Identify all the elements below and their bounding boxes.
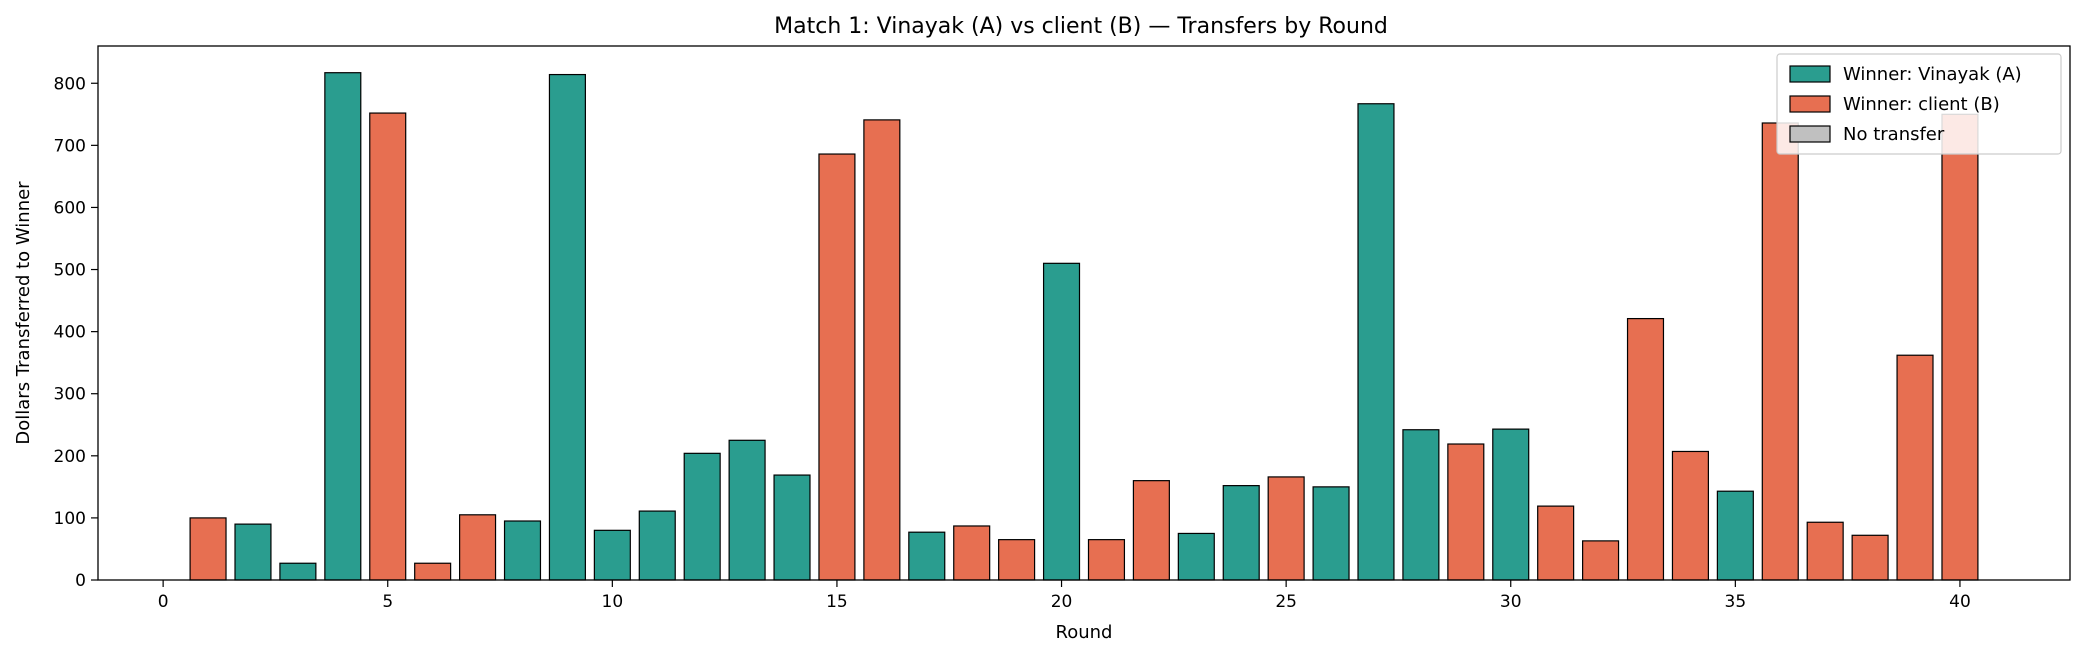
bar-round-26 xyxy=(1312,486,1350,581)
y-tick-label: 600 xyxy=(54,198,86,218)
legend-swatch-none xyxy=(1789,125,1831,143)
y-tick-label: 0 xyxy=(75,571,86,591)
bar-round-33 xyxy=(1626,317,1665,581)
x-tick-label: 25 xyxy=(1275,592,1297,612)
y-tick-label: 500 xyxy=(54,261,86,281)
x-tick-label: 35 xyxy=(1725,592,1747,612)
legend-swatch-B xyxy=(1789,95,1831,113)
bar-round-21 xyxy=(1087,539,1126,581)
x-tick-label: 0 xyxy=(158,592,169,612)
x-tick-label: 10 xyxy=(602,592,624,612)
bars-layer xyxy=(189,72,1979,581)
bar-round-14 xyxy=(773,474,811,581)
legend-swatch-A xyxy=(1789,65,1831,83)
bar-round-30 xyxy=(1492,428,1530,581)
bar-round-19 xyxy=(998,539,1036,581)
y-tick-label: 100 xyxy=(54,509,86,529)
legend-label-none: No transfer xyxy=(1843,124,1945,145)
bar-round-32 xyxy=(1582,540,1620,581)
y-axis-label: Dollars Transferred to Winner xyxy=(13,181,34,445)
y-tick-label: 700 xyxy=(54,136,86,156)
bar-round-37 xyxy=(1806,521,1844,581)
bar-round-1 xyxy=(189,517,227,581)
chart-title: Match 1: Vinayak (A) vs client (B) — Tra… xyxy=(774,14,1388,39)
bar-round-38 xyxy=(1851,534,1889,581)
x-tick-label: 5 xyxy=(382,592,393,612)
bar-round-10 xyxy=(593,529,631,581)
bar-round-3 xyxy=(279,562,317,581)
legend-box xyxy=(1776,53,2062,155)
y-tick-label: 200 xyxy=(54,447,86,467)
y-tick-label: 400 xyxy=(54,323,86,343)
bar-round-2 xyxy=(234,523,272,581)
bar-round-16 xyxy=(863,119,901,581)
bar-round-23 xyxy=(1177,532,1215,581)
x-tick-label: 30 xyxy=(1500,592,1522,612)
bar-round-35 xyxy=(1716,490,1754,581)
bar-round-29 xyxy=(1447,443,1485,581)
x-tick-label: 15 xyxy=(826,592,848,612)
bar-round-40 xyxy=(1941,113,1979,581)
bar-round-22 xyxy=(1132,480,1170,581)
bar-round-18 xyxy=(953,525,991,581)
legend-label-B: Winner: client (B) xyxy=(1843,94,2000,115)
bar-round-31 xyxy=(1537,505,1575,581)
bar-round-27 xyxy=(1357,103,1395,581)
bar-round-4 xyxy=(324,72,362,581)
x-axis-label: Round xyxy=(1056,622,1113,643)
bar-round-7 xyxy=(459,514,497,581)
bar-round-25 xyxy=(1267,476,1305,581)
x-tick-label: 20 xyxy=(1051,592,1073,612)
bar-round-6 xyxy=(414,562,452,581)
plot-frame xyxy=(97,45,2071,581)
bar-round-8 xyxy=(503,520,542,581)
bar-round-20 xyxy=(1042,262,1081,581)
bar-round-17 xyxy=(908,531,946,581)
x-axis: 0 5 10 15 20 25 30 35 40 xyxy=(158,580,1971,612)
legend-label-A: Winner: Vinayak (A) xyxy=(1843,64,2022,85)
bar-round-24 xyxy=(1222,485,1260,581)
legend: Winner: Vinayak (A) Winner: client (B) No … xyxy=(1776,53,2062,155)
bar-round-5 xyxy=(369,112,407,581)
x-tick-label: 40 xyxy=(1949,592,1971,612)
bar-round-13 xyxy=(728,439,766,581)
bar-round-11 xyxy=(638,510,676,581)
y-tick-label: 300 xyxy=(54,385,86,405)
bar-round-39 xyxy=(1896,354,1934,581)
bar-round-28 xyxy=(1402,429,1440,581)
bar-round-15 xyxy=(818,153,856,581)
bar-round-36 xyxy=(1761,122,1799,581)
y-axis: 0 100 200 300 400 500 600 700 800 xyxy=(54,74,98,591)
bar-round-9 xyxy=(548,73,586,581)
bar-round-34 xyxy=(1671,450,1709,581)
bar-round-12 xyxy=(683,452,721,581)
y-tick-label: 800 xyxy=(54,74,86,94)
